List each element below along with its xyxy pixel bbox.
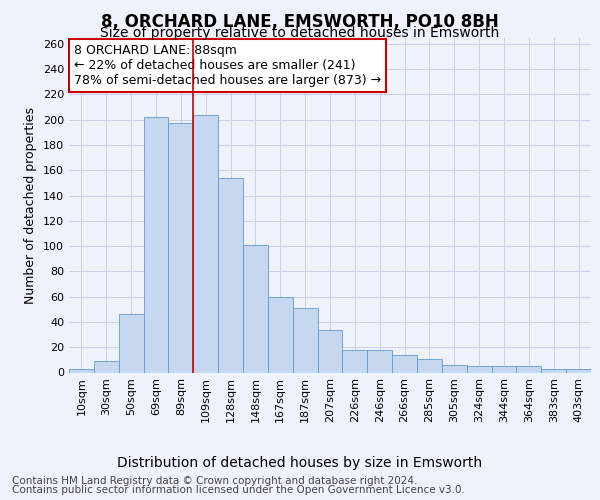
Bar	[243, 245, 268, 372]
Bar	[417, 358, 442, 372]
Bar	[541, 368, 566, 372]
Bar	[566, 368, 591, 372]
Bar	[367, 350, 392, 372]
Bar	[268, 296, 293, 372]
Bar	[119, 314, 143, 372]
Bar	[143, 117, 169, 372]
Bar	[218, 178, 243, 372]
Bar	[491, 366, 517, 372]
Text: Distribution of detached houses by size in Emsworth: Distribution of detached houses by size …	[118, 456, 482, 469]
Bar	[169, 124, 193, 372]
Text: Contains HM Land Registry data © Crown copyright and database right 2024.: Contains HM Land Registry data © Crown c…	[12, 476, 418, 486]
Bar	[392, 355, 417, 372]
Bar	[517, 366, 541, 372]
Text: Size of property relative to detached houses in Emsworth: Size of property relative to detached ho…	[100, 26, 500, 40]
Text: 8, ORCHARD LANE, EMSWORTH, PO10 8BH: 8, ORCHARD LANE, EMSWORTH, PO10 8BH	[101, 12, 499, 30]
Bar	[293, 308, 317, 372]
Bar	[193, 114, 218, 372]
Bar	[317, 330, 343, 372]
Y-axis label: Number of detached properties: Number of detached properties	[25, 106, 37, 304]
Text: Contains public sector information licensed under the Open Government Licence v3: Contains public sector information licen…	[12, 485, 465, 495]
Bar	[69, 368, 94, 372]
Text: 8 ORCHARD LANE: 88sqm
← 22% of detached houses are smaller (241)
78% of semi-det: 8 ORCHARD LANE: 88sqm ← 22% of detached …	[74, 44, 382, 87]
Bar	[467, 366, 491, 372]
Bar	[442, 365, 467, 372]
Bar	[343, 350, 367, 372]
Bar	[94, 361, 119, 372]
